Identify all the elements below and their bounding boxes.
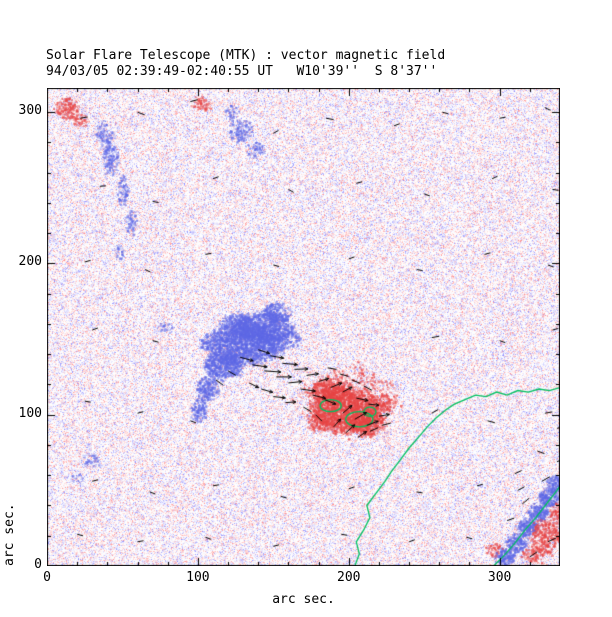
magnetogram-plot-canvas <box>47 88 560 566</box>
y-tick-label: 200 <box>18 254 42 270</box>
chart-subtitle: 94/03/05 02:39:49-02:40:55 UT W10'39'' S… <box>46 64 438 79</box>
x-tick-label: 0 <box>43 570 51 585</box>
y-axis-label: arc sec. <box>2 503 17 566</box>
y-tick-label: 300 <box>18 103 42 119</box>
y-tick-label: 100 <box>18 405 42 421</box>
y-tick-label: 0 <box>34 557 42 572</box>
x-tick-label: 300 <box>487 570 512 585</box>
x-tick-label: 100 <box>186 570 210 585</box>
x-axis-label: arc sec. <box>272 592 335 607</box>
chart-title: Solar Flare Telescope (MTK) : vector mag… <box>46 48 446 63</box>
x-tick-label: 200 <box>337 570 361 585</box>
